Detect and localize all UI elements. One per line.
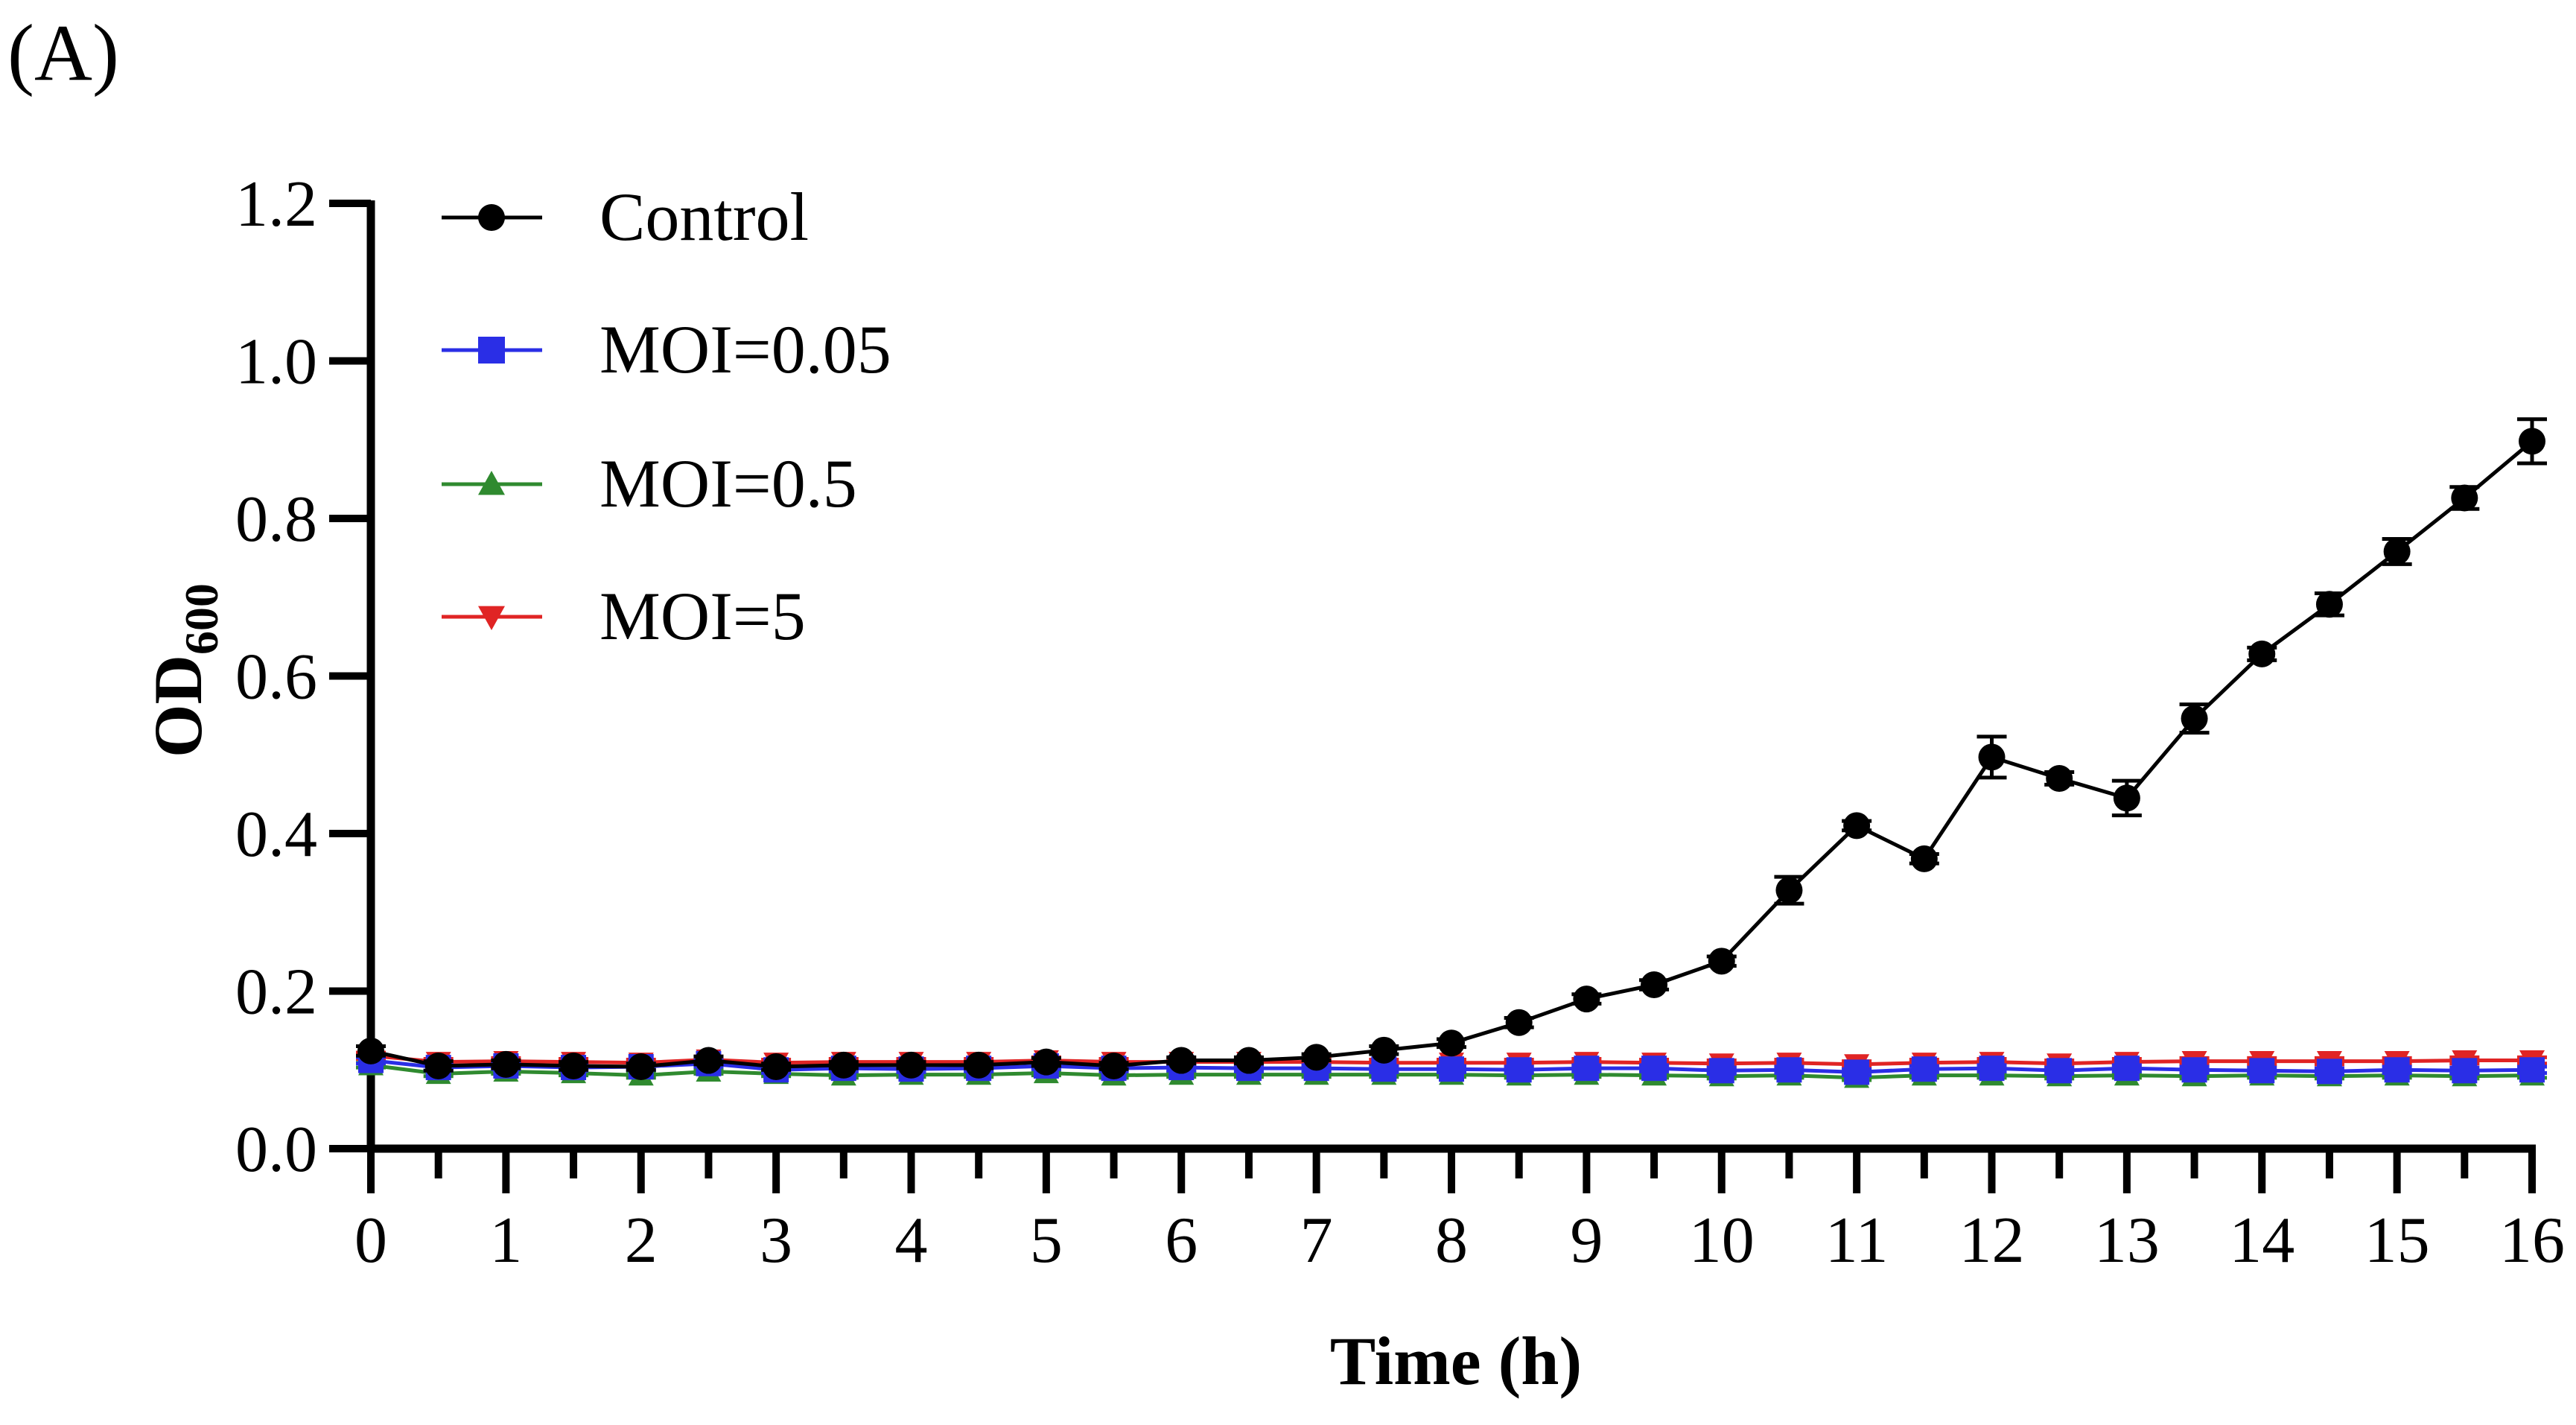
data-point [2181, 705, 2208, 732]
data-point [1370, 1036, 1398, 1064]
series-line [370, 439, 2534, 1069]
data-point [1641, 971, 1668, 999]
data-point [2181, 1057, 2207, 1083]
x-tick-label: 5 [1030, 1205, 1063, 1277]
y-tick-label: 1.0 [235, 326, 317, 399]
legend-marker [478, 337, 505, 364]
data-point [1979, 1056, 2005, 1082]
data-point [2519, 1057, 2545, 1083]
data-point [897, 1051, 925, 1079]
legend-marker [478, 204, 505, 231]
data-point [2316, 1059, 2342, 1085]
legend-entry: MOI=0.5 [442, 445, 857, 521]
data-point [695, 1047, 722, 1074]
data-point [1303, 1044, 1330, 1071]
y-tick-label: 0.8 [235, 483, 317, 556]
y-tick-label: 1.2 [235, 168, 317, 241]
data-point [1168, 1047, 1195, 1074]
x-tick-label: 3 [760, 1205, 792, 1277]
data-point [2249, 1058, 2275, 1084]
series-layer [356, 417, 2547, 1088]
data-point [1574, 1056, 1600, 1082]
x-tick-label: 12 [1959, 1205, 2025, 1277]
series-control [356, 417, 2547, 1081]
data-point [1438, 1029, 1465, 1057]
axes: 0.00.20.40.60.81.01.20 1 2 3 4 5 6 7 8 9 10 11 12 13 1… [235, 168, 2565, 1277]
legend-marker [478, 471, 505, 495]
data-point [763, 1053, 790, 1081]
data-point [2519, 428, 2545, 455]
data-point [1506, 1057, 1532, 1083]
data-point [2383, 538, 2411, 565]
data-point [1708, 948, 1735, 975]
legend-entry: MOI=5 [442, 578, 806, 654]
data-point [1911, 1056, 1937, 1082]
data-point [560, 1052, 588, 1079]
legend-label: MOI=5 [600, 578, 806, 654]
legend-marker [478, 606, 505, 630]
data-point [424, 1052, 452, 1079]
data-point [1775, 877, 1803, 904]
x-tick-label: 7 [1300, 1205, 1333, 1277]
data-point [1708, 1058, 1734, 1084]
x-tick-label: 1 [489, 1205, 522, 1277]
x-tick-label: 11 [1825, 1205, 1889, 1277]
y-tick-label: 0.4 [235, 799, 317, 871]
x-tick-label: 14 [2229, 1205, 2294, 1277]
data-point [2315, 591, 2343, 618]
data-point [2248, 640, 2276, 667]
data-point [2384, 1057, 2410, 1083]
x-tick-label: 16 [2499, 1205, 2565, 1277]
data-point [1910, 845, 1938, 872]
y-axis-title: OD600 [140, 583, 228, 758]
data-point [830, 1051, 857, 1079]
data-point [1844, 1059, 1870, 1085]
x-tick-label: 10 [1689, 1205, 1755, 1277]
data-point [1505, 1009, 1533, 1036]
x-tick-label: 4 [895, 1205, 928, 1277]
legend: Control MOI=0.05 MOI=0.5 MOI=5 [442, 179, 891, 654]
data-point [2451, 484, 2478, 512]
data-point [1235, 1047, 1262, 1074]
data-point [1100, 1052, 1128, 1079]
panel-label: (A) [7, 9, 119, 98]
y-tick-label: 0.6 [235, 641, 317, 714]
data-point [1032, 1048, 1060, 1076]
data-point [357, 1037, 384, 1064]
data-point [965, 1051, 993, 1079]
x-tick-label: 13 [2094, 1205, 2160, 1277]
x-tick-label: 0 [354, 1205, 387, 1277]
y-tick-label: 0.0 [235, 1114, 317, 1186]
data-point [2452, 1058, 2478, 1084]
data-point [2047, 1058, 2073, 1084]
x-axis-title: Time (h) [1330, 1323, 1582, 1399]
legend-label: MOI=0.05 [600, 311, 891, 387]
data-point [1439, 1056, 1464, 1082]
legend-entry: MOI=0.05 [442, 311, 891, 387]
data-point [1776, 1057, 1802, 1083]
x-tick-label: 6 [1165, 1205, 1198, 1277]
x-tick-label: 9 [1570, 1205, 1603, 1277]
x-tick-label: 15 [2364, 1205, 2430, 1277]
data-point [1843, 812, 1871, 840]
data-point [627, 1053, 655, 1081]
legend-label: MOI=0.5 [600, 445, 857, 521]
data-point [1641, 1056, 1667, 1082]
y-tick-label: 0.2 [235, 956, 317, 1029]
data-point [1978, 743, 2006, 771]
y-axis-title-main: OD [140, 655, 216, 758]
y-axis-title-subscript: 600 [175, 583, 228, 655]
data-point [1573, 986, 1600, 1013]
legend-label: Control [600, 179, 809, 255]
data-point [2046, 764, 2073, 792]
data-point [2113, 784, 2140, 812]
x-tick-label: 8 [1435, 1205, 1468, 1277]
data-point [2114, 1056, 2140, 1082]
legend-entry: Control [442, 179, 809, 255]
x-tick-label: 2 [625, 1205, 658, 1277]
data-point [492, 1050, 520, 1078]
